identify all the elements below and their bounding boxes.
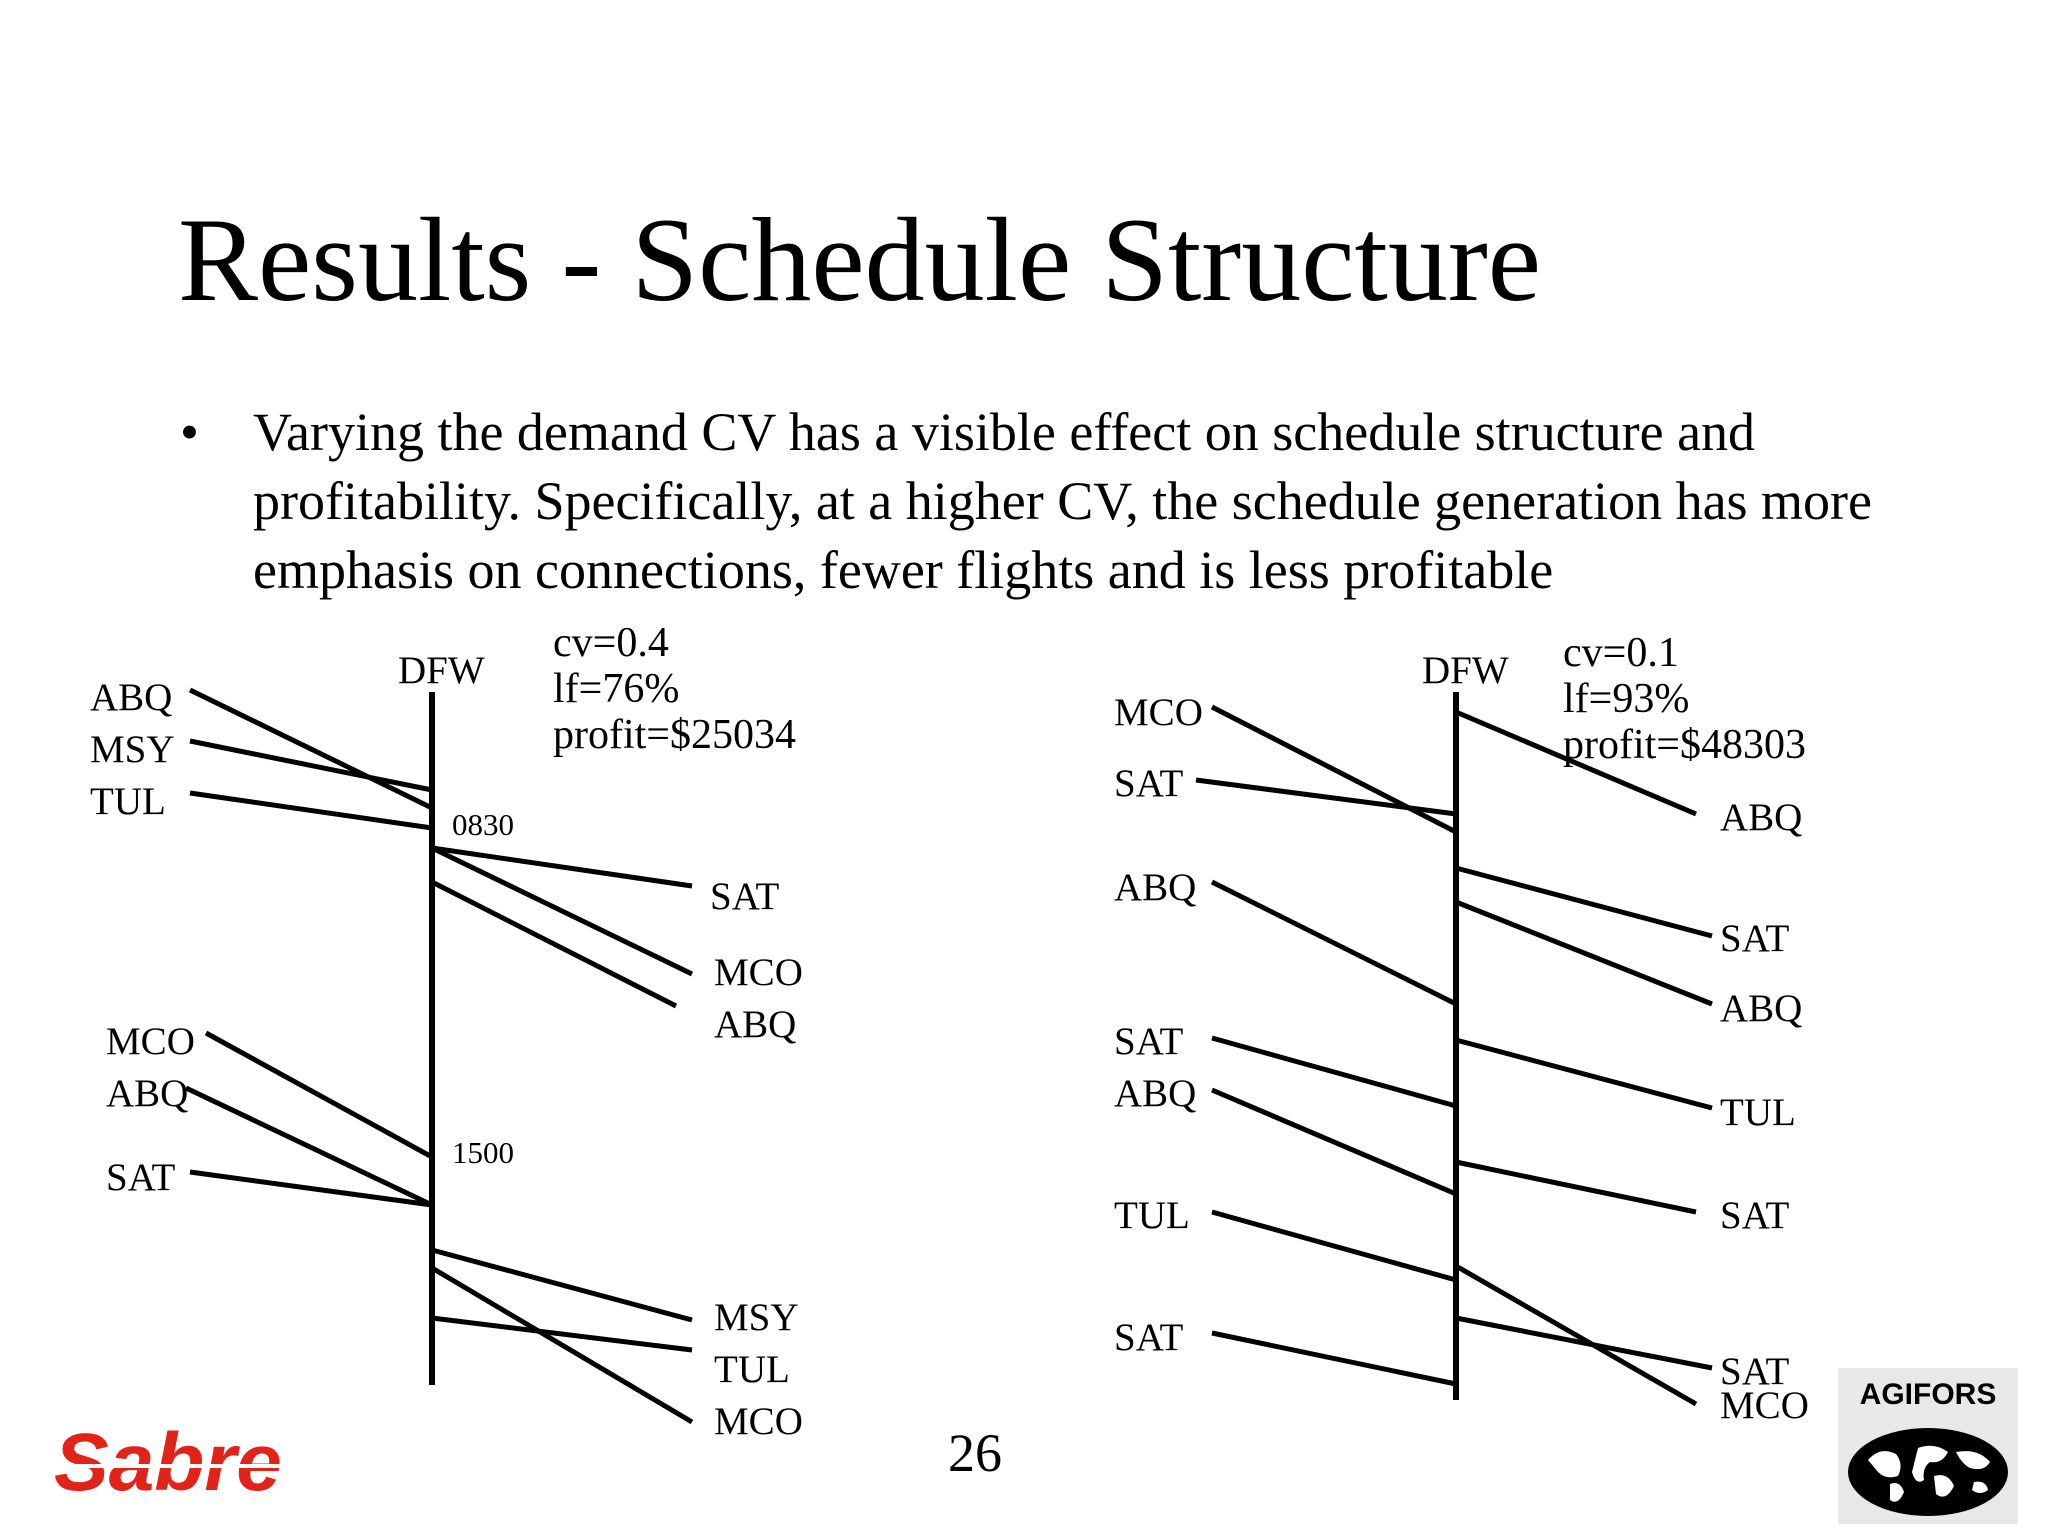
left-outbound-flight-line <box>431 845 693 889</box>
right-inbound-label: SAT <box>1114 1020 1184 1063</box>
left-profit-stat: profit=$25034 <box>553 712 796 758</box>
right-outbound-flight-line <box>1454 1263 1698 1407</box>
left-outbound-flight-line <box>430 845 694 977</box>
left-bank-time-2: 1500 <box>452 1135 514 1170</box>
right-inbound-label: SAT <box>1114 762 1184 805</box>
right-inbound-flight-line <box>1211 1330 1457 1387</box>
right-inbound-flight-line <box>1210 879 1458 1007</box>
right-inbound-flight-line <box>1210 704 1458 835</box>
right-outbound-label: ABQ <box>1720 796 1802 839</box>
right-outbound-flight-line <box>1455 865 1713 939</box>
right-outbound-flight-line <box>1455 899 1713 1007</box>
slide-title: Results - Schedule Structure <box>178 193 1542 326</box>
right-profit-stat: profit=$48303 <box>1563 722 1806 768</box>
left-inbound-flight-line <box>189 738 433 793</box>
left-inbound-flight-line <box>184 1085 434 1208</box>
right-outbound-label: ABQ <box>1720 987 1802 1030</box>
right-inbound-label: ABQ <box>1114 866 1196 909</box>
right-hub-label: DFW <box>1422 649 1509 692</box>
left-inbound-flight-line <box>189 790 433 831</box>
right-inbound-label: SAT <box>1114 1316 1184 1359</box>
left-outbound-label: TUL <box>714 1348 790 1391</box>
left-outbound-flight-line <box>430 1265 694 1425</box>
right-inbound-flight-line <box>1211 1087 1457 1197</box>
right-inbound-label: TUL <box>1114 1194 1190 1237</box>
right-outbound-flight-line <box>1455 1037 1713 1111</box>
left-inbound-flight-line <box>188 687 434 811</box>
right-cv-stat: cv=0.1 <box>1563 630 1679 676</box>
left-outbound-flight-line <box>430 879 678 1009</box>
page-number: 26 <box>948 1423 1002 1483</box>
left-inbound-label: MSY <box>90 728 175 771</box>
right-schedule-diagram: DFW cv=0.1 lf=93% profit=$48303 MCO SAT … <box>1114 630 1809 1427</box>
right-inbound-label: MCO <box>1114 691 1203 734</box>
left-outbound-label: MCO <box>714 951 803 994</box>
right-outbound-label: SAT <box>1720 1194 1790 1237</box>
right-outbound-label: SAT <box>1720 1350 1790 1393</box>
left-inbound-label: SAT <box>106 1156 176 1199</box>
right-outbound-label: SAT <box>1720 917 1790 960</box>
agifors-logo: AGIFORS <box>1838 1368 2018 1524</box>
left-hub-label: DFW <box>398 649 485 692</box>
right-outbound-flight-line <box>1455 1315 1713 1371</box>
left-schedule-diagram: DFW cv=0.4 lf=76% profit=$25034 0830 150… <box>90 620 803 1443</box>
left-outbound-label: SAT <box>710 875 780 918</box>
left-inbound-flight-line <box>204 1030 434 1160</box>
left-inbound-label: MCO <box>106 1020 195 1063</box>
right-outbound-label: MCO <box>1720 1384 1809 1427</box>
left-cv-stat: cv=0.4 <box>553 620 669 666</box>
right-lf-stat: lf=93% <box>1563 676 1689 722</box>
bullet-marker: • <box>180 402 199 462</box>
left-inbound-label: TUL <box>90 780 166 823</box>
globe-icon <box>1868 1445 1990 1502</box>
right-outbound-flight-line <box>1455 709 1697 817</box>
right-inbound-label: ABQ <box>1114 1072 1196 1115</box>
left-outbound-label: ABQ <box>714 1003 796 1046</box>
right-inbound-flight-line <box>1211 1035 1457 1109</box>
left-outbound-label: MSY <box>714 1296 799 1339</box>
right-outbound-label: TUL <box>1720 1091 1796 1134</box>
left-inbound-flight-line <box>189 1169 433 1208</box>
left-inbound-label: ABQ <box>106 1072 188 1115</box>
right-outbound-flight-line <box>1455 1159 1697 1215</box>
left-outbound-flight-line <box>431 1315 693 1353</box>
right-inbound-flight-line <box>1211 1209 1457 1283</box>
left-inbound-label: ABQ <box>90 676 172 719</box>
sabre-logo: Sabre <box>52 1420 332 1508</box>
bullet-text: Varying the demand CV has a visible effe… <box>253 402 1872 600</box>
left-outbound-label: MCO <box>714 1400 803 1443</box>
right-inbound-flight-line <box>1195 777 1457 817</box>
left-bank-time-1: 0830 <box>452 807 514 842</box>
left-lf-stat: lf=76% <box>553 666 679 712</box>
left-outbound-flight-line <box>431 1247 693 1323</box>
svg-text:AGIFORS: AGIFORS <box>1860 1378 1997 1411</box>
